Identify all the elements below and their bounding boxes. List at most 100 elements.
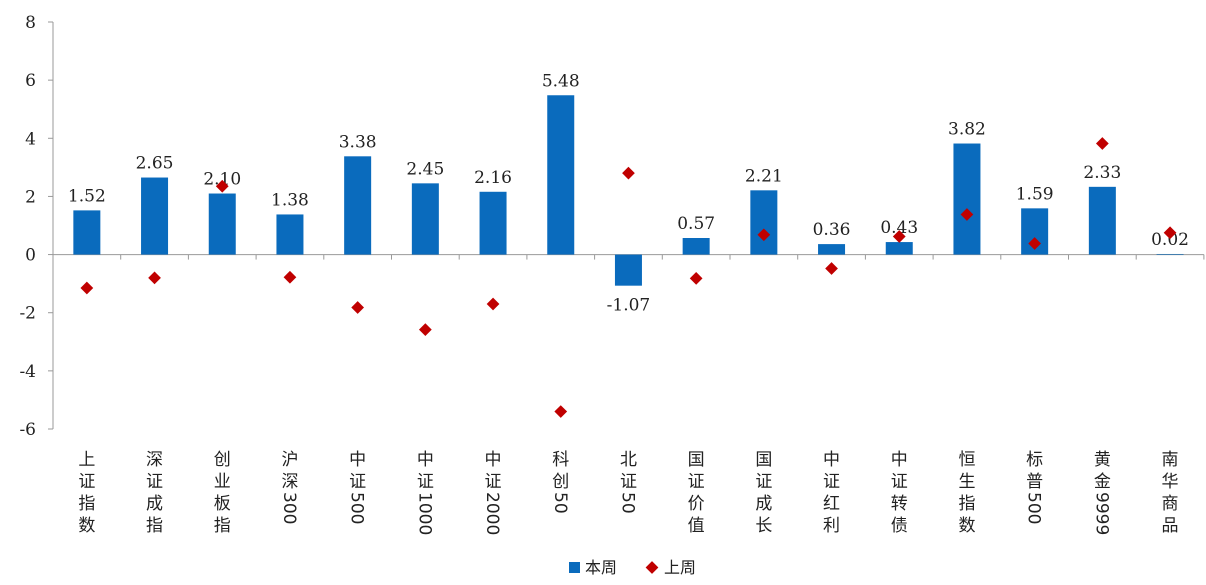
svg-text:科: 科	[552, 450, 569, 470]
svg-text:指: 指	[78, 494, 95, 514]
svg-text:债: 债	[891, 516, 908, 536]
svg-text:深: 深	[146, 450, 163, 470]
svg-text:业: 业	[214, 472, 231, 492]
svg-text:中: 中	[417, 450, 434, 470]
svg-text:中: 中	[891, 450, 908, 470]
bar-6	[411, 183, 439, 255]
bar-14	[953, 143, 981, 255]
svg-text:恒: 恒	[958, 450, 975, 470]
marker-4	[283, 270, 297, 284]
bar-11	[750, 190, 778, 255]
data-label-4: 1.38	[271, 190, 309, 210]
svg-text:指: 指	[146, 516, 163, 536]
svg-text:数: 数	[958, 516, 975, 536]
bar-8	[547, 95, 575, 255]
bar-17	[1156, 253, 1184, 255]
svg-text:品: 品	[1162, 516, 1179, 536]
legend-label-this-week: 本周	[585, 558, 617, 577]
svg-text:国: 国	[688, 450, 705, 470]
y-tick-label: 2	[25, 187, 36, 207]
svg-text:沪: 沪	[281, 450, 298, 470]
y-tick-label: -4	[19, 362, 36, 382]
svg-text:证: 证	[146, 472, 163, 492]
svg-text:创: 创	[552, 472, 569, 492]
svg-text:指: 指	[958, 494, 975, 514]
data-label-6: 2.45	[406, 159, 444, 179]
svg-text:上: 上	[78, 450, 95, 470]
svg-text:红: 红	[823, 494, 840, 514]
marker-7	[486, 297, 500, 311]
svg-text:国: 国	[755, 450, 772, 470]
svg-text:商: 商	[1162, 494, 1179, 514]
data-label-5: 3.38	[339, 132, 377, 152]
category-labels: 上证指数深证成指创业板指沪深300中证500中证1000中证2000科创50北证…	[78, 450, 1178, 536]
svg-text:黄: 黄	[1094, 450, 1111, 470]
y-tick-label: -6	[19, 420, 36, 440]
data-label-8: 5.48	[542, 71, 580, 91]
data-label-9: -1.07	[607, 296, 651, 316]
svg-text:金: 金	[1094, 472, 1111, 492]
bar-5	[344, 156, 372, 255]
svg-text:深: 深	[281, 472, 298, 492]
svg-text:价: 价	[688, 494, 705, 514]
bar-13	[885, 242, 913, 255]
svg-text:证: 证	[349, 472, 366, 492]
legend-swatch-bar	[569, 562, 580, 573]
svg-text:指: 指	[214, 516, 231, 536]
data-label-13: 0.43	[880, 218, 918, 238]
marker-10	[689, 272, 703, 285]
bar-10	[682, 238, 710, 255]
marker-12	[825, 262, 838, 275]
data-label-1: 1.52	[68, 186, 106, 206]
svg-text:北: 北	[620, 450, 637, 470]
data-label-12: 0.36	[813, 220, 851, 240]
bar-3	[208, 193, 236, 255]
bar-1	[73, 210, 101, 255]
svg-text:50: 50	[617, 492, 637, 514]
marker-16	[1095, 137, 1109, 150]
y-tick-label: 6	[25, 71, 36, 91]
svg-text:50: 50	[550, 492, 570, 514]
svg-text:证: 证	[755, 472, 772, 492]
svg-text:300: 300	[279, 492, 299, 524]
bar-4	[276, 214, 304, 255]
svg-text:数: 数	[78, 516, 95, 536]
y-tick-label: 8	[25, 13, 36, 33]
y-axis: -6 -4 -2 0 2 4 6 8	[19, 13, 54, 440]
data-label-11: 2.21	[745, 166, 783, 186]
legend: 本周 上周	[569, 558, 696, 577]
data-labels: 1.52 2.65 2.10 1.38 3.38 2.45 2.16 5.48 -1.07 0.5…	[68, 71, 1189, 315]
svg-text:500: 500	[1024, 492, 1044, 524]
marker-3	[215, 179, 229, 193]
svg-text:证: 证	[823, 472, 840, 492]
bar-12	[818, 244, 846, 255]
svg-text:证: 证	[485, 472, 502, 492]
data-label-14: 3.82	[948, 120, 986, 140]
svg-text:长: 长	[755, 516, 772, 536]
svg-text:9999: 9999	[1091, 492, 1111, 535]
bar-2	[141, 177, 169, 255]
y-tick-label: -2	[19, 304, 36, 324]
svg-text:中: 中	[823, 450, 840, 470]
svg-text:成: 成	[146, 494, 163, 514]
svg-text:证: 证	[688, 472, 705, 492]
svg-text:2000: 2000	[482, 492, 502, 535]
svg-text:转: 转	[891, 494, 908, 514]
data-label-7: 2.16	[474, 168, 512, 188]
marker-6	[418, 323, 432, 336]
legend-label-last-week: 上周	[664, 558, 696, 577]
svg-text:1000: 1000	[414, 492, 434, 535]
bars	[73, 95, 1184, 286]
